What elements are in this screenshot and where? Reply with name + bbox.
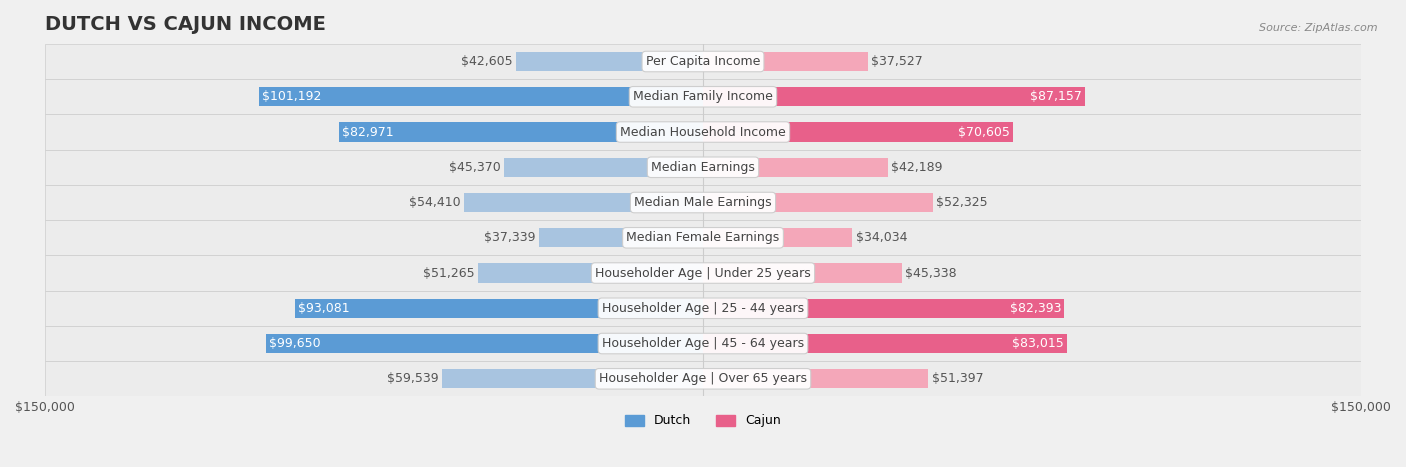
Bar bbox=[266, 334, 703, 353]
Text: Median Household Income: Median Household Income bbox=[620, 126, 786, 139]
Bar bbox=[703, 298, 1064, 318]
Text: $37,527: $37,527 bbox=[870, 55, 922, 68]
Bar bbox=[45, 290, 1361, 326]
Bar bbox=[45, 361, 1361, 396]
Text: $83,015: $83,015 bbox=[1012, 337, 1064, 350]
Text: $51,265: $51,265 bbox=[423, 267, 475, 280]
Bar bbox=[295, 298, 703, 318]
Text: $45,370: $45,370 bbox=[449, 161, 501, 174]
Bar bbox=[703, 228, 852, 248]
Bar bbox=[703, 334, 1067, 353]
Bar bbox=[503, 157, 703, 177]
Text: Median Family Income: Median Family Income bbox=[633, 90, 773, 103]
Bar bbox=[45, 44, 1361, 79]
Text: $82,971: $82,971 bbox=[342, 126, 394, 139]
Bar bbox=[703, 157, 889, 177]
Bar bbox=[478, 263, 703, 283]
Bar bbox=[45, 79, 1361, 114]
Text: $99,650: $99,650 bbox=[269, 337, 321, 350]
Text: $42,605: $42,605 bbox=[461, 55, 513, 68]
Text: Median Male Earnings: Median Male Earnings bbox=[634, 196, 772, 209]
Bar bbox=[703, 122, 1012, 142]
Text: $93,081: $93,081 bbox=[298, 302, 350, 315]
Bar bbox=[45, 114, 1361, 149]
Bar bbox=[703, 369, 928, 389]
Text: $54,410: $54,410 bbox=[409, 196, 461, 209]
Bar bbox=[464, 193, 703, 212]
Bar bbox=[45, 185, 1361, 220]
Text: Householder Age | Under 25 years: Householder Age | Under 25 years bbox=[595, 267, 811, 280]
Text: $34,034: $34,034 bbox=[856, 231, 907, 244]
Bar bbox=[339, 122, 703, 142]
Bar bbox=[703, 87, 1085, 106]
Text: Median Earnings: Median Earnings bbox=[651, 161, 755, 174]
Text: Householder Age | Over 65 years: Householder Age | Over 65 years bbox=[599, 372, 807, 385]
Bar bbox=[441, 369, 703, 389]
Text: Householder Age | 25 - 44 years: Householder Age | 25 - 44 years bbox=[602, 302, 804, 315]
Text: Median Female Earnings: Median Female Earnings bbox=[627, 231, 779, 244]
Text: $37,339: $37,339 bbox=[485, 231, 536, 244]
Text: $51,397: $51,397 bbox=[932, 372, 983, 385]
Bar bbox=[45, 326, 1361, 361]
Bar bbox=[703, 263, 901, 283]
Bar bbox=[45, 220, 1361, 255]
Bar bbox=[45, 149, 1361, 185]
Text: $82,393: $82,393 bbox=[1010, 302, 1062, 315]
Text: $42,189: $42,189 bbox=[891, 161, 943, 174]
Bar bbox=[538, 228, 703, 248]
Text: Per Capita Income: Per Capita Income bbox=[645, 55, 761, 68]
Text: $101,192: $101,192 bbox=[263, 90, 322, 103]
Bar bbox=[259, 87, 703, 106]
Bar bbox=[516, 52, 703, 71]
Text: $87,157: $87,157 bbox=[1031, 90, 1083, 103]
Text: Source: ZipAtlas.com: Source: ZipAtlas.com bbox=[1260, 23, 1378, 33]
Text: $59,539: $59,539 bbox=[387, 372, 439, 385]
Text: $52,325: $52,325 bbox=[936, 196, 987, 209]
Text: $70,605: $70,605 bbox=[957, 126, 1010, 139]
Bar bbox=[45, 255, 1361, 290]
Text: Householder Age | 45 - 64 years: Householder Age | 45 - 64 years bbox=[602, 337, 804, 350]
Text: $45,338: $45,338 bbox=[905, 267, 957, 280]
Bar bbox=[703, 193, 932, 212]
Text: DUTCH VS CAJUN INCOME: DUTCH VS CAJUN INCOME bbox=[45, 15, 326, 34]
Bar bbox=[703, 52, 868, 71]
Legend: Dutch, Cajun: Dutch, Cajun bbox=[620, 410, 786, 432]
